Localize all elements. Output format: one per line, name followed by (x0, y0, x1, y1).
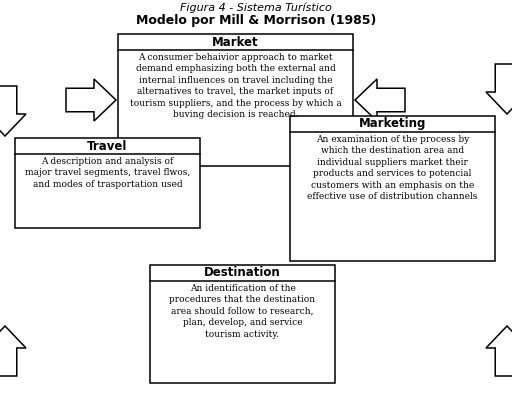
Polygon shape (66, 79, 116, 121)
Text: Market: Market (212, 35, 259, 48)
Bar (290, 116, 495, 261)
Polygon shape (355, 79, 405, 121)
Polygon shape (486, 326, 512, 376)
Bar (15, 138, 200, 228)
Polygon shape (0, 326, 26, 376)
Text: A description and analysis of
major travel segments, travel flwos,
and modes of : A description and analysis of major trav… (25, 157, 190, 189)
Text: Destination: Destination (204, 266, 281, 279)
Text: An examination of the process by
which the destination area and
individual suppl: An examination of the process by which t… (307, 135, 478, 201)
Text: Travel: Travel (88, 139, 127, 152)
Polygon shape (0, 86, 26, 136)
Bar (150, 265, 335, 383)
Text: A consumer behaivior approach to market
demand emphasizing both the external and: A consumer behaivior approach to market … (130, 53, 342, 119)
Bar (118, 34, 353, 166)
Text: Figura 4 - Sistema Turístico: Figura 4 - Sistema Turístico (180, 3, 332, 14)
Polygon shape (486, 64, 512, 114)
Text: An identification of the
procedures that the destination
area should follow to r: An identification of the procedures that… (169, 284, 315, 339)
Text: Marketing: Marketing (359, 118, 426, 131)
Text: Modelo por Mill & Morrison (1985): Modelo por Mill & Morrison (1985) (136, 14, 376, 27)
